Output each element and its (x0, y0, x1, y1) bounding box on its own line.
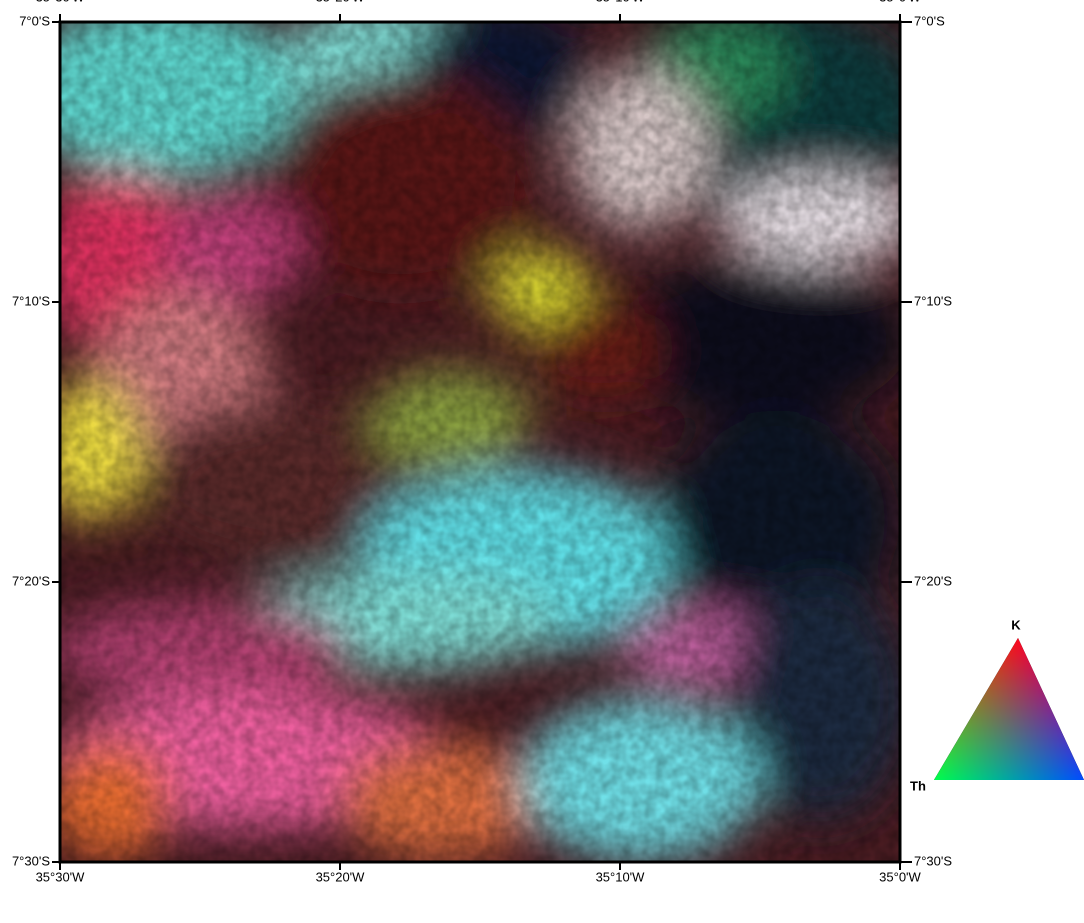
x-label-top: 35°10'W (596, 0, 646, 4)
y-label-left: 7°10'S (12, 293, 50, 308)
ternary-image (60, 22, 900, 862)
x-label-top: 35°30'W (36, 0, 86, 4)
legend-k: K (1011, 617, 1021, 632)
legend-th: Th (910, 778, 926, 793)
x-label-bottom: 35°30'W (36, 869, 86, 884)
x-label-bottom: 35°20'W (316, 869, 366, 884)
ternary-legend: K Th (910, 617, 1084, 793)
y-label-left: 7°0'S (19, 13, 50, 28)
map-frame (58, 20, 902, 864)
x-label-bottom: 35°10'W (596, 869, 646, 884)
y-label-right: 7°10'S (914, 293, 952, 308)
y-label-right: 7°20'S (914, 573, 952, 588)
y-label-right: 7°0'S (914, 13, 945, 28)
y-label-left: 7°30'S (12, 853, 50, 868)
y-label-left: 7°20'S (12, 573, 50, 588)
x-label-top: 35°20'W (316, 0, 366, 4)
x-label-top: 35°0'W (879, 0, 921, 4)
x-label-bottom: 35°0'W (879, 869, 921, 884)
y-label-right: 7°30'S (914, 853, 952, 868)
